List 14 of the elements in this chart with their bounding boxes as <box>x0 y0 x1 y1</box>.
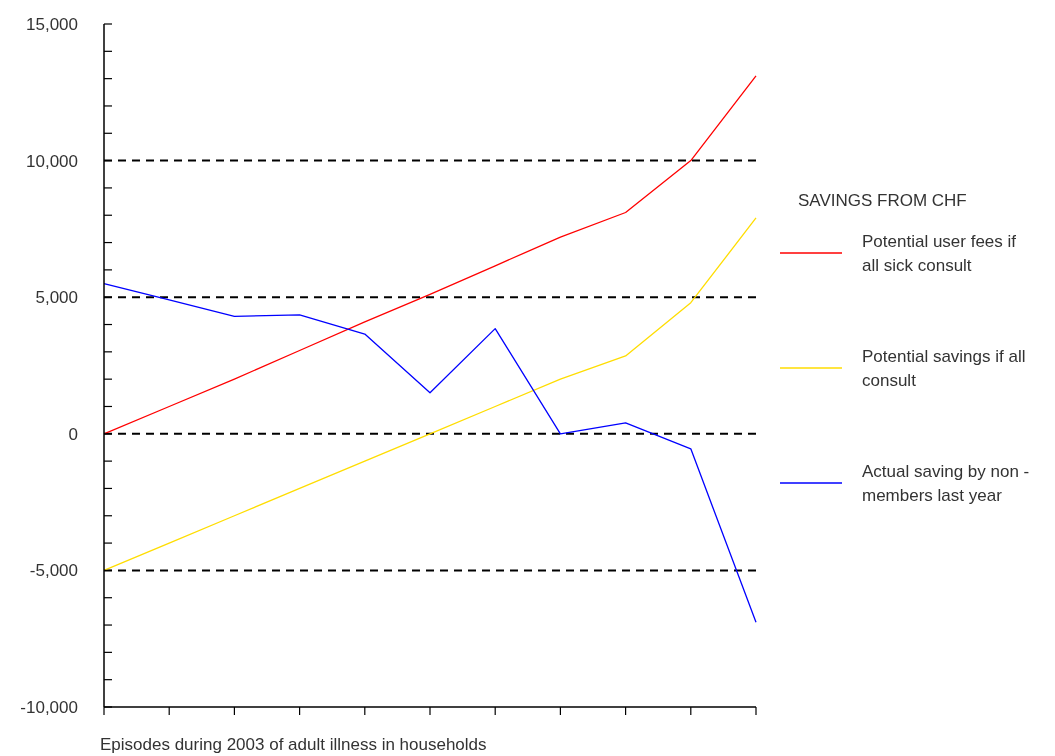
y-tick-label: -5,000 <box>29 561 78 581</box>
x-axis-title: Episodes during 2003 of adult illness in households <box>100 735 487 754</box>
y-tick-label: 10,000 <box>26 151 78 171</box>
y-tick-label: 15,000 <box>26 14 78 34</box>
legend-title: SAVINGS FROM CHF <box>798 191 967 210</box>
legend-label: Actual saving by non - members last year <box>862 461 1030 505</box>
legend-label: Potential savings if all consult <box>862 346 1026 390</box>
legend-label: Potential user fees if all sick consult <box>862 231 1017 275</box>
y-tick-label: 0 <box>68 424 78 444</box>
y-tick-label: -10,000 <box>20 697 78 717</box>
y-tick-label: 5,000 <box>35 288 78 308</box>
line-series <box>103 282 757 623</box>
line-series <box>103 75 757 435</box>
line-series <box>103 217 757 572</box>
